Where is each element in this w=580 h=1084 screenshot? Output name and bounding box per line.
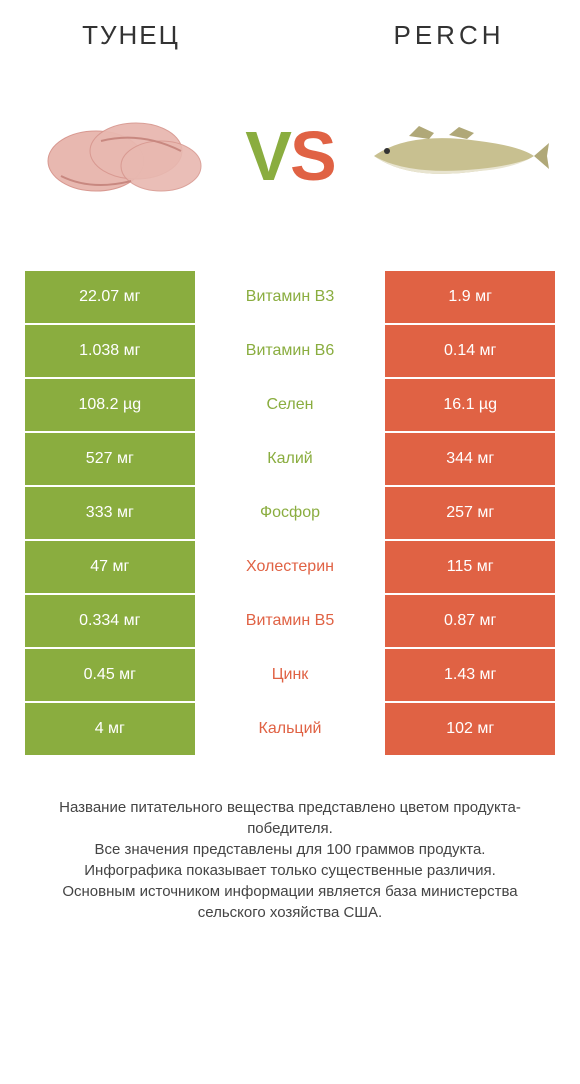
- value-left: 1.038 мг: [25, 325, 195, 377]
- value-left: 108.2 µg: [25, 379, 195, 431]
- title-left: Тунец: [25, 20, 237, 51]
- vs-label: VS: [245, 116, 334, 196]
- value-left: 0.334 мг: [25, 595, 195, 647]
- value-right: 344 мг: [385, 433, 555, 485]
- value-left: 22.07 мг: [25, 271, 195, 323]
- value-right: 0.14 мг: [385, 325, 555, 377]
- value-right: 16.1 µg: [385, 379, 555, 431]
- nutrient-name: Витамин B5: [195, 595, 386, 647]
- perch-image: [354, 121, 555, 191]
- table-row: 108.2 µgСелен16.1 µg: [25, 379, 555, 433]
- value-left: 4 мг: [25, 703, 195, 755]
- value-right: 1.43 мг: [385, 649, 555, 701]
- value-left: 333 мг: [25, 487, 195, 539]
- table-row: 0.334 мгВитамин B50.87 мг: [25, 595, 555, 649]
- nutrient-name: Фосфор: [195, 487, 386, 539]
- tuna-icon: [41, 101, 211, 211]
- nutrient-name: Витамин B3: [195, 271, 386, 323]
- nutrient-name: Холестерин: [195, 541, 386, 593]
- value-right: 257 мг: [385, 487, 555, 539]
- footer-notes: Название питательного вещества представл…: [25, 797, 555, 923]
- value-left: 0.45 мг: [25, 649, 195, 701]
- value-left: 47 мг: [25, 541, 195, 593]
- value-right: 102 мг: [385, 703, 555, 755]
- hero-row: VS: [25, 81, 555, 231]
- nutrient-name: Калий: [195, 433, 386, 485]
- table-row: 4 мгКальций102 мг: [25, 703, 555, 757]
- header: Тунец Perch: [25, 20, 555, 51]
- vs-s: S: [290, 117, 335, 195]
- fish-icon: [359, 121, 549, 191]
- comparison-table: 22.07 мгВитамин B31.9 мг1.038 мгВитамин …: [25, 271, 555, 757]
- footer-line-3: Инфографика показывает только существенн…: [30, 860, 550, 881]
- value-left: 527 мг: [25, 433, 195, 485]
- table-row: 333 мгФосфор257 мг: [25, 487, 555, 541]
- table-row: 1.038 мгВитамин B60.14 мг: [25, 325, 555, 379]
- footer-line-2: Все значения представлены для 100 граммо…: [30, 839, 550, 860]
- table-row: 47 мгХолестерин115 мг: [25, 541, 555, 595]
- tuna-image: [25, 101, 226, 211]
- vs-v: V: [245, 117, 290, 195]
- value-right: 0.87 мг: [385, 595, 555, 647]
- footer-line-4: Основным источником информации является …: [30, 881, 550, 923]
- nutrient-name: Цинк: [195, 649, 386, 701]
- footer-line-1: Название питательного вещества представл…: [30, 797, 550, 839]
- table-row: 0.45 мгЦинк1.43 мг: [25, 649, 555, 703]
- nutrient-name: Кальций: [195, 703, 386, 755]
- value-right: 115 мг: [385, 541, 555, 593]
- table-row: 527 мгКалий344 мг: [25, 433, 555, 487]
- table-row: 22.07 мгВитамин B31.9 мг: [25, 271, 555, 325]
- title-right: Perch: [343, 20, 555, 51]
- value-right: 1.9 мг: [385, 271, 555, 323]
- nutrient-name: Витамин B6: [195, 325, 386, 377]
- nutrient-name: Селен: [195, 379, 386, 431]
